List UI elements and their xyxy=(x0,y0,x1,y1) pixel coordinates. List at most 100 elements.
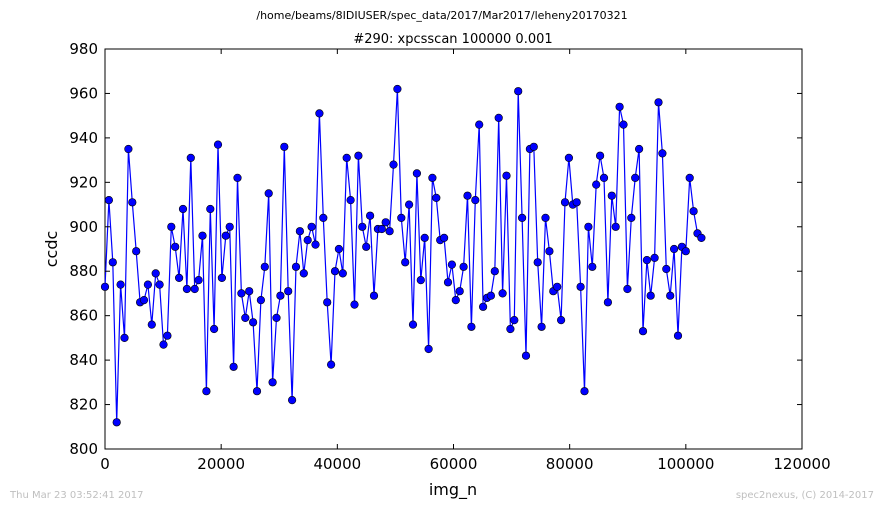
data-point xyxy=(685,173,694,182)
data-point xyxy=(100,282,110,291)
data-point xyxy=(607,191,616,200)
data-point xyxy=(401,258,410,267)
data-point xyxy=(315,109,324,118)
data-point xyxy=(502,171,511,180)
data-point xyxy=(467,322,476,331)
data-point xyxy=(139,296,149,305)
data-point xyxy=(213,140,223,149)
data-point xyxy=(206,204,215,214)
data-point xyxy=(623,284,632,294)
data-point xyxy=(385,227,394,236)
data-point xyxy=(198,231,207,240)
data-point xyxy=(319,213,328,222)
data-point xyxy=(576,282,585,291)
data-point xyxy=(662,264,671,274)
data-point xyxy=(202,387,211,396)
data-point xyxy=(599,173,609,182)
data-point xyxy=(471,196,480,205)
data-point xyxy=(307,222,316,231)
data-point xyxy=(284,287,293,296)
data-point xyxy=(475,120,484,129)
data-point xyxy=(654,98,663,107)
data-point xyxy=(358,222,367,231)
data-point xyxy=(147,320,156,329)
data-point xyxy=(389,160,398,169)
y-tick-label: 920 xyxy=(69,173,98,191)
data-point xyxy=(260,262,269,271)
data-point xyxy=(237,289,246,298)
data-point xyxy=(529,142,538,151)
data-point xyxy=(268,378,277,387)
data-point xyxy=(432,193,441,202)
data-point xyxy=(545,247,554,256)
data-point xyxy=(615,102,624,111)
data-point xyxy=(592,180,601,189)
data-point xyxy=(553,282,562,291)
data-point xyxy=(112,418,121,427)
data-point xyxy=(323,298,332,307)
y-tick-label: 880 xyxy=(69,262,98,280)
data-point xyxy=(225,222,234,231)
data-point xyxy=(428,173,437,182)
data-point xyxy=(159,340,168,349)
data-point xyxy=(393,84,402,94)
data-point xyxy=(405,200,414,209)
data-point xyxy=(334,244,344,254)
data-point xyxy=(588,262,597,271)
data-point xyxy=(412,169,422,178)
data-point xyxy=(506,324,515,334)
data-point xyxy=(132,247,141,256)
chart-title: #290: xpcsscan 100000 0.001 xyxy=(353,32,552,47)
data-point xyxy=(276,291,285,300)
data-point xyxy=(440,233,449,242)
data-point xyxy=(619,120,628,129)
data-point xyxy=(627,213,636,222)
data-point xyxy=(303,236,312,245)
data-point xyxy=(108,258,117,267)
data-point xyxy=(521,351,531,360)
data-point xyxy=(560,198,570,207)
data-point xyxy=(486,291,496,300)
data-point xyxy=(541,213,550,222)
data-point xyxy=(291,262,301,271)
data-point xyxy=(631,173,640,182)
y-tick-label: 960 xyxy=(69,84,98,102)
data-point xyxy=(397,213,406,222)
data-point xyxy=(666,291,675,300)
data-point xyxy=(673,331,683,340)
footer-timestamp: Thu Mar 23 03:52:41 2017 xyxy=(9,490,143,501)
data-point xyxy=(229,362,238,371)
y-tick-label: 800 xyxy=(69,440,98,458)
data-point xyxy=(288,396,297,405)
data-point xyxy=(178,204,188,214)
data-point xyxy=(155,280,164,289)
footer-credit: spec2nexus, (C) 2014-2017 xyxy=(736,490,874,501)
x-tick-label: 60000 xyxy=(430,455,478,473)
data-point xyxy=(186,153,195,162)
data-point xyxy=(163,331,172,340)
data-point xyxy=(350,300,359,309)
data-point xyxy=(299,269,308,278)
data-point xyxy=(603,298,613,307)
data-point xyxy=(171,242,180,251)
data-point xyxy=(611,222,620,231)
data-point xyxy=(221,231,230,240)
data-point xyxy=(420,233,429,242)
axis-ticks: 0 20000 40000 60000 80000 100000 120000 800 820 8… xyxy=(69,40,830,473)
data-point xyxy=(689,207,698,216)
y-tick-label: 840 xyxy=(69,351,98,369)
data-point xyxy=(510,316,519,325)
data-point xyxy=(311,240,320,249)
y-axis-label: ccdc xyxy=(42,231,61,268)
data-point xyxy=(143,280,152,289)
data-point xyxy=(638,327,648,336)
data-point xyxy=(424,344,433,354)
data-point xyxy=(104,196,113,205)
data-point xyxy=(354,151,363,160)
data-point xyxy=(455,287,464,296)
x-tick-label: 0 xyxy=(100,455,110,473)
data-point xyxy=(338,269,347,278)
data-point xyxy=(330,267,340,276)
data-marks xyxy=(100,84,706,427)
data-point xyxy=(556,316,566,325)
